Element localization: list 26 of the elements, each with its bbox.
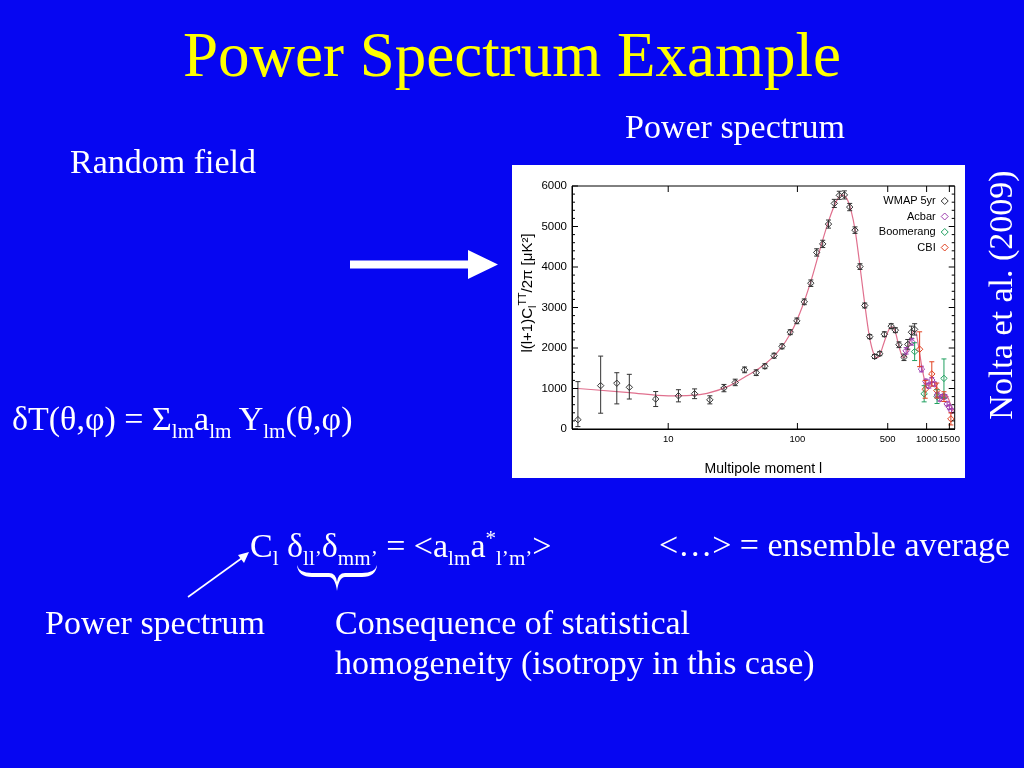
text: δT(θ,φ) = Σ$_{lm}$a$_{lm}$ Y$_{lm}$(θ,φ)	[12, 399, 353, 445]
text: Consequence of statistical homogeneity (isotropy in this case)	[335, 603, 816, 683]
legend-label: Acbar	[906, 209, 937, 222]
y-tick-label: 1000	[541, 381, 567, 394]
y-tick-label: 3000	[541, 300, 567, 313]
y-tick-label: 4000	[541, 260, 567, 273]
x-tick-label: 500	[879, 433, 896, 445]
x-axis-title: Multipole moment l	[704, 460, 823, 477]
x-tick-label: 1000	[916, 433, 938, 445]
legend-label: Boomerang	[878, 225, 936, 238]
text: C$_{l}$ δ$_{ll’}$δ$_{mm’}$ = <a$_{lm}$a$^{*}$$_{l’m’}$>	[250, 526, 552, 571]
legend-label: CBI	[917, 240, 936, 253]
legend-label: WMAP 5yr	[883, 194, 937, 207]
y-tick-label: 0	[560, 422, 567, 435]
y-tick-label: 2000	[541, 341, 567, 354]
text: Power spectrum	[45, 603, 266, 643]
x-tick-label: 1500	[938, 433, 960, 445]
y-tick-label: 6000	[541, 179, 567, 192]
x-tick-label: 10	[662, 433, 674, 445]
text: Power spectrum	[625, 107, 846, 147]
text: Random field	[70, 142, 257, 182]
chart-title: Power Spectrum Example	[182, 20, 842, 90]
y-tick-label: 5000	[541, 219, 567, 232]
text: Nolta et al. (2009)	[980, 170, 1020, 420]
text: <…> = ensemble average	[659, 525, 1011, 565]
x-tick-label: 100	[789, 433, 806, 445]
